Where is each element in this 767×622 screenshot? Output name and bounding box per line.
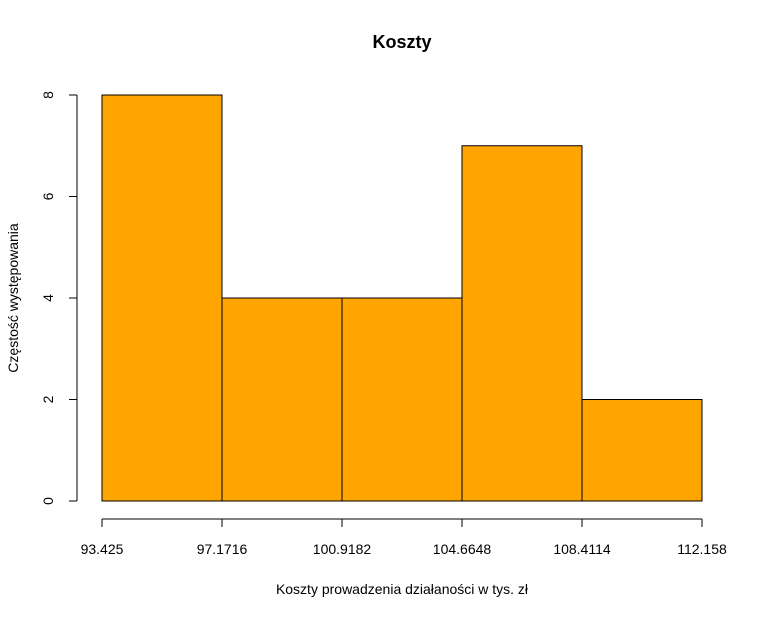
x-axis: 93.425 97.1716 100.9182 104.6648 108.4114 112…: [81, 518, 727, 557]
histogram-bar: [341, 297, 463, 502]
x-tick-label: 108.4114: [553, 541, 611, 557]
y-tick-label: 0: [40, 497, 56, 505]
histogram-bar: [101, 94, 223, 502]
x-tick-label: 93.425: [81, 541, 124, 557]
y-axis-label: Częstość występowania: [5, 223, 21, 373]
histogram-bar: [221, 297, 343, 502]
x-axis-label: Koszty prowadzenia działaności w tys. zł: [276, 581, 529, 597]
chart-title: Koszty: [372, 32, 431, 52]
y-tick-label: 8: [40, 91, 56, 99]
y-tick-label: 6: [40, 192, 56, 200]
histogram-bar: [581, 399, 703, 502]
y-tick-label: 2: [40, 395, 56, 403]
bars-group: [101, 94, 703, 502]
x-tick-label: 97.1716: [197, 541, 248, 557]
histogram-bar: [461, 145, 583, 502]
y-axis: 0 2 4 6 8: [40, 91, 78, 505]
x-tick-label: 100.9182: [313, 541, 372, 557]
x-tick-label: 104.6648: [433, 541, 492, 557]
x-tick-label: 112.158: [677, 541, 727, 557]
y-tick-label: 4: [40, 294, 56, 302]
